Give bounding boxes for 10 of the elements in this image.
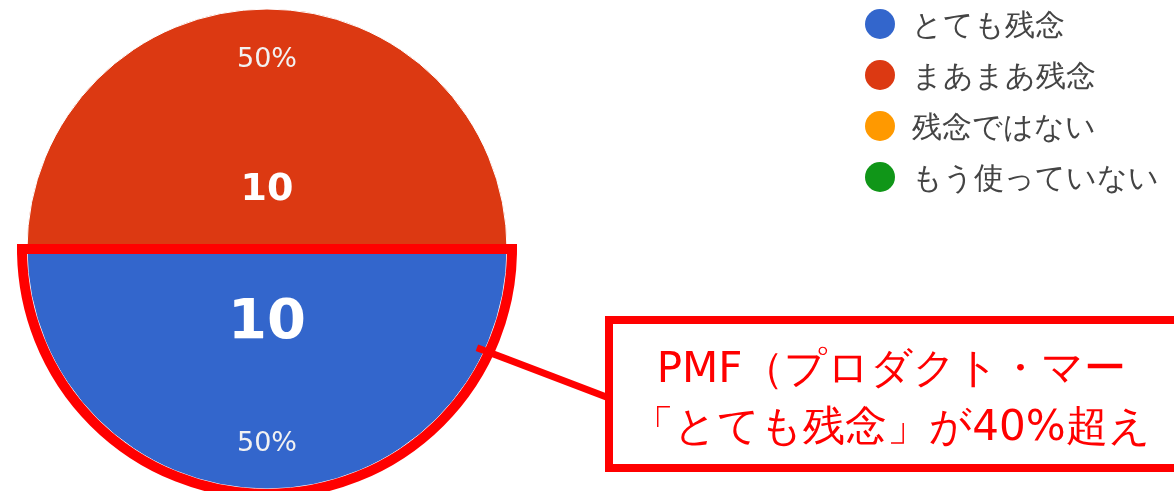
legend-label: 残念ではない: [912, 108, 1096, 144]
legend-label: まあまあ残念: [912, 57, 1096, 93]
text: 50%: [236, 425, 298, 457]
legend-label: とても残念: [912, 6, 1065, 42]
legend-label: もう使っていない: [912, 159, 1159, 195]
text: 「とても残念」が40%超え: [632, 400, 1151, 450]
text: PMF（プロダクト・マー: [656, 342, 1127, 392]
data-label: 10: [228, 286, 306, 352]
text: 50%: [236, 41, 298, 73]
data-label: 10: [240, 164, 294, 209]
